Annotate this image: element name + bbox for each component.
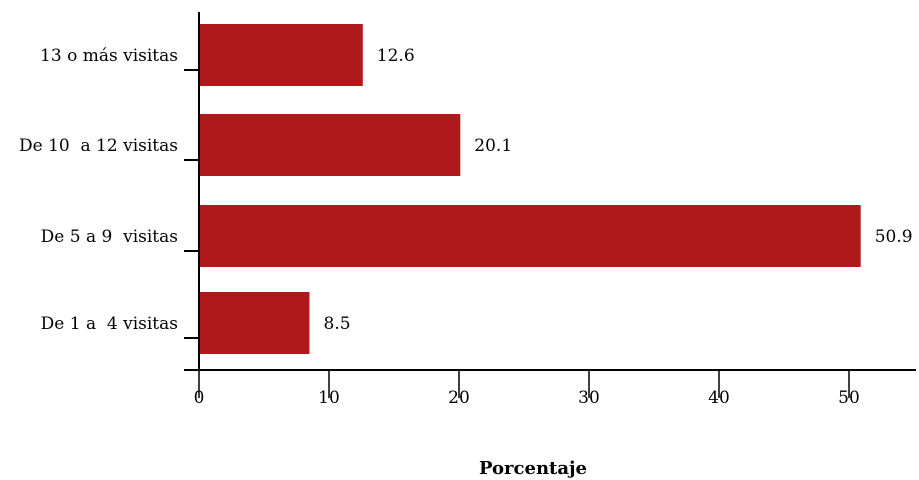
bar-1 [199,114,461,176]
x-tick-label-4: 40 [708,388,730,408]
bar-2 [199,205,861,267]
value-label-0: 12.6 [377,46,415,66]
category-label-0: 13 o más visitas [40,46,178,66]
category-label-2: De 5 a 9 visitas [41,227,178,247]
x-tick-label-1: 10 [318,388,340,408]
bar-0 [199,24,363,86]
x-tick-label-3: 30 [578,388,600,408]
value-label-1: 20.1 [474,136,512,156]
category-label-3: De 1 a 4 visitas [41,314,178,334]
value-label-3: 8.5 [324,314,351,334]
x-tick-label-5: 50 [838,388,860,408]
ticks-group: 0 10 20 30 40 50 [184,69,860,408]
bar-3 [199,292,310,354]
x-tick-label-0: 0 [194,388,205,408]
x-tick-label-2: 20 [448,388,470,408]
x-axis-title: Porcentaje [479,458,587,479]
bars-group: 12.6 13 o más visitas 20.1 De 10 a 12 visit… [19,24,913,354]
value-label-2: 50.9 [875,227,913,247]
category-label-1: De 10 a 12 visitas [19,136,178,156]
